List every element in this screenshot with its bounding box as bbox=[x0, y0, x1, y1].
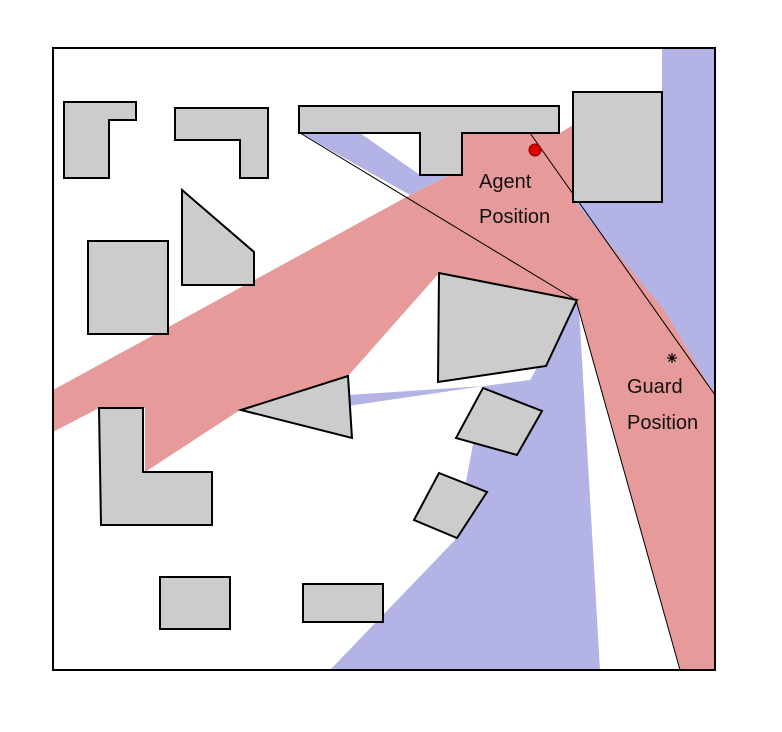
map-border bbox=[52, 47, 716, 671]
red-dot-icon bbox=[528, 143, 542, 157]
sight-line bbox=[529, 132, 716, 396]
sight-line bbox=[299, 132, 577, 301]
obstacle-diamond-1 bbox=[454, 386, 544, 457]
agent-visibility-region bbox=[53, 125, 715, 670]
obstacle-lower-l bbox=[97, 407, 213, 526]
obstacle-t-shape bbox=[298, 105, 560, 176]
obstacle-l-shape bbox=[63, 101, 137, 179]
sight-line bbox=[575, 299, 681, 671]
obstacle-top-right-block bbox=[572, 91, 663, 203]
agent-label-line2: Position bbox=[479, 206, 550, 228]
obstacle-bottom-block-2 bbox=[302, 583, 384, 623]
obstacle-left-block bbox=[87, 240, 169, 335]
agent-label-line1: Agent bbox=[479, 171, 532, 193]
asterisk-icon bbox=[667, 353, 677, 363]
guard-label-line2: Position bbox=[627, 412, 698, 434]
guard-label-line1: Guard bbox=[627, 376, 683, 398]
obstacle-diamond-2 bbox=[412, 471, 489, 540]
obstacle-trapezoid bbox=[436, 271, 579, 384]
obstacle-wedge bbox=[181, 187, 255, 286]
obstacle-triangle bbox=[237, 374, 354, 440]
obstacle-hook bbox=[174, 107, 269, 179]
obstacle-bottom-block-1 bbox=[159, 576, 231, 630]
obstacles bbox=[63, 91, 663, 630]
